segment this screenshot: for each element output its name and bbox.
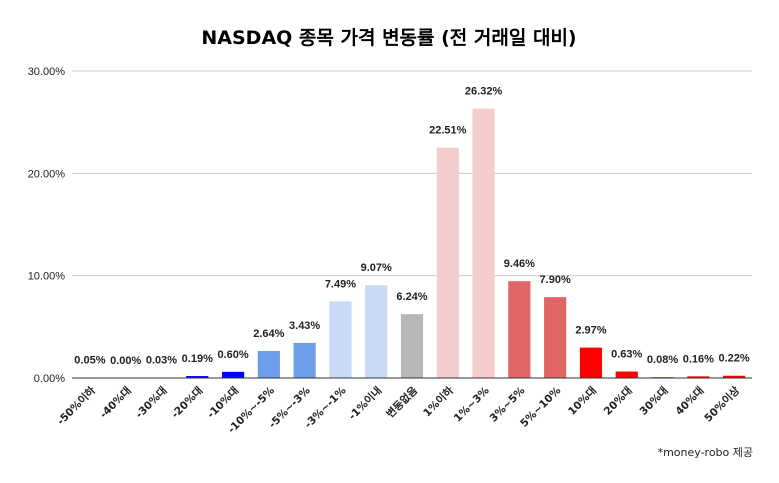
data-label: 6.24% <box>396 291 427 303</box>
bar <box>615 371 638 378</box>
y-tick-label: 10.00% <box>28 271 66 283</box>
data-label: 9.07% <box>361 262 392 274</box>
data-label: 7.49% <box>325 278 356 290</box>
bar <box>472 108 495 379</box>
y-tick-label: 0.00% <box>34 373 65 385</box>
x-tick-label: -20%대 <box>169 384 206 421</box>
bar <box>579 347 603 378</box>
bar <box>723 375 746 378</box>
bar <box>329 301 352 378</box>
x-tick-label: -30%대 <box>133 384 170 421</box>
y-tick-label: 30.00% <box>28 66 66 78</box>
bar <box>687 376 710 378</box>
bar <box>293 342 316 378</box>
x-tick-label: 50%이상 <box>702 384 743 425</box>
data-label: 0.03% <box>146 355 177 367</box>
x-tick-label: 10%대 <box>565 384 599 418</box>
data-label: 2.64% <box>253 328 284 340</box>
bar <box>544 297 567 378</box>
x-tick-label: -10%대 <box>204 384 241 421</box>
bar <box>257 350 280 378</box>
y-axis-ticks: 0.00% 10.00% 20.00% 30.00% <box>28 66 66 385</box>
data-label: 26.32% <box>465 86 503 98</box>
x-tick-label: 30%대 <box>637 384 671 418</box>
data-label: 0.16% <box>683 353 714 365</box>
data-label: 2.97% <box>575 325 606 337</box>
chart-title: NASDAQ 종목 가격 변동률 (전 거래일 대비) <box>201 27 576 49</box>
bar <box>221 371 245 378</box>
y-tick-label: 20.00% <box>28 168 66 180</box>
x-tick-label: 1%~3% <box>452 384 492 424</box>
bars <box>78 108 746 379</box>
x-tick-label: 20%대 <box>601 384 635 418</box>
bar <box>508 281 531 378</box>
x-axis-ticks: -50%이하 -40%대 -30%대 -20%대 -10%대-10%~-5%-5%~-3… <box>54 384 742 436</box>
data-label: 0.08% <box>647 354 678 366</box>
x-tick-label: -50%이하 <box>54 384 98 428</box>
x-tick-label: 1%이하 <box>420 384 456 420</box>
bar <box>186 376 209 378</box>
x-tick-label: 40%대 <box>673 384 707 418</box>
data-label: 7.90% <box>540 274 571 286</box>
x-tick-label: -1%이내 <box>346 384 385 423</box>
data-label: 22.51% <box>429 125 467 137</box>
data-label: 0.63% <box>611 349 642 361</box>
source-note: *money-robo 제공 <box>658 446 753 459</box>
x-tick-label: -40%대 <box>97 384 134 421</box>
gridlines <box>72 70 752 277</box>
data-label: 9.46% <box>504 258 535 270</box>
data-label: 0.19% <box>182 353 213 365</box>
bar <box>400 314 424 378</box>
data-label: 0.05% <box>74 354 105 366</box>
data-label: 0.22% <box>719 353 750 365</box>
x-tick-label: 변동없음 <box>384 384 421 421</box>
bar <box>365 285 388 378</box>
data-label: 3.43% <box>289 320 320 332</box>
data-label: 0.00% <box>110 355 141 367</box>
data-labels: 0.05% 0.00% 0.03% 0.19% 0.60% 2.64% 3.43% 7.49%… <box>74 86 750 367</box>
data-label: 0.60% <box>217 349 248 361</box>
bar <box>436 147 459 378</box>
